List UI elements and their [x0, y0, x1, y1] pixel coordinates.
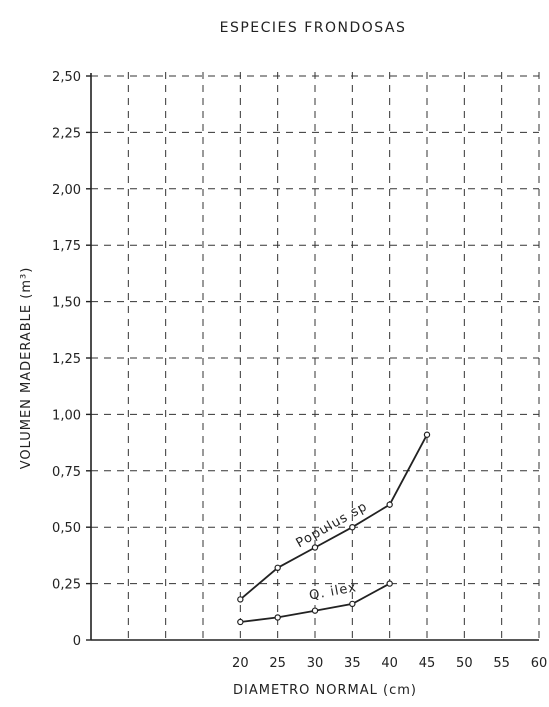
data-point — [237, 596, 244, 603]
series-line — [239, 434, 428, 601]
y-tick-label: 0,50 — [52, 521, 81, 536]
data-point — [386, 501, 393, 508]
y-tick-label: 1,50 — [52, 296, 81, 311]
data-point — [237, 618, 244, 626]
x-tick-label: 35 — [344, 656, 361, 671]
y-tick-label: 1,25 — [52, 352, 81, 367]
data-point — [423, 431, 431, 438]
y-tick-labels: 0 0,25 0,50 0,75 1,00 1,25 1,50 1,75 2,00 2,25 2,5… — [52, 70, 91, 649]
data-point — [349, 600, 356, 608]
y-axis-label: VOLUMEN MADERABLE (m³) — [19, 267, 34, 470]
x-tick-label: 45 — [419, 656, 436, 671]
y-tick-label: 0 — [73, 634, 81, 649]
series — [237, 431, 431, 626]
y-tick-label: 0,75 — [52, 465, 81, 480]
y-tick-label: 1,00 — [52, 408, 81, 423]
x-tick-label: 55 — [493, 656, 510, 671]
chart-title: ESPECIES FRONDOSAS — [220, 20, 407, 36]
y-tick-label: 1,75 — [52, 239, 81, 254]
x-tick-label: 25 — [269, 656, 286, 671]
y-tick-label: 0,25 — [52, 578, 81, 593]
x-tick-label: 40 — [381, 656, 398, 671]
grid — [91, 72, 540, 640]
data-point — [311, 544, 319, 551]
x-tick-label: 20 — [232, 656, 249, 671]
x-tick-label: 50 — [456, 656, 473, 671]
x-tick-labels: 20 25 30 35 40 45 50 55 60 — [232, 656, 547, 671]
x-tick-label: 30 — [307, 656, 324, 671]
x-tick-label: 60 — [531, 656, 548, 671]
data-point — [386, 580, 393, 587]
axes — [90, 73, 539, 641]
y-tick-label: 2,25 — [52, 126, 81, 141]
y-tick-label: 2,00 — [52, 183, 81, 198]
data-point — [349, 524, 356, 531]
x-axis-label: DIAMETRO NORMAL (cm) — [233, 683, 417, 698]
data-point — [311, 607, 319, 614]
series-label-populus: Populus sp — [294, 499, 371, 551]
data-point — [274, 564, 281, 572]
data-point — [274, 614, 281, 621]
y-tick-label: 2,50 — [52, 70, 81, 85]
